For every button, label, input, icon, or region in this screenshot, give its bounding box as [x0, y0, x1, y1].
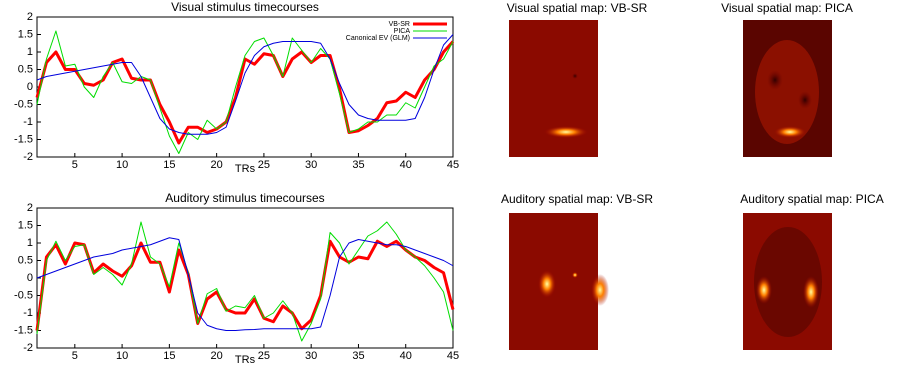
y-tick-label: 0 — [27, 81, 33, 93]
x-tick-label: 30 — [305, 159, 317, 171]
page: {"chart_data": [ {"type": "line", "title… — [0, 0, 899, 371]
y-tick-label: -2 — [23, 151, 33, 163]
y-tick-label: 2 — [27, 202, 33, 214]
series-line — [37, 238, 453, 331]
map-title: Auditory spatial map: VB-SR — [501, 192, 653, 206]
activation — [591, 274, 609, 306]
x-tick-label: 20 — [211, 350, 223, 362]
x-axis-label: TRs — [235, 354, 256, 366]
x-tick-label: 40 — [400, 350, 412, 362]
y-tick-label: -0.5 — [14, 289, 33, 301]
legend-label: PICA — [394, 28, 411, 35]
x-tick-label: 25 — [258, 350, 270, 362]
chart-title: Visual stimulus timecourses — [171, 0, 319, 14]
y-tick-label: -1 — [23, 116, 33, 128]
x-tick-label: 35 — [352, 350, 364, 362]
x-tick-label: 20 — [211, 159, 223, 171]
x-tick-label: 15 — [163, 159, 175, 171]
figure: Visual spatial map: VB-SR Visual spatial… — [0, 0, 899, 371]
y-tick-label: -0.5 — [14, 98, 33, 110]
x-tick-label: 25 — [258, 159, 270, 171]
x-tick-label: 10 — [116, 159, 128, 171]
y-tick-label: 1.5 — [18, 219, 33, 231]
activation — [798, 91, 812, 109]
map-title: Visual spatial map: PICA — [721, 1, 853, 15]
series-line — [37, 222, 453, 341]
map-title: Auditory spatial map: PICA — [740, 192, 883, 206]
activation — [572, 73, 578, 79]
map-title: Visual spatial map: VB-SR — [507, 1, 648, 15]
activation — [572, 272, 578, 278]
x-axis-label: TRs — [235, 163, 256, 175]
legend-label: VB-SR — [389, 21, 410, 28]
x-tick-label: 35 — [352, 159, 364, 171]
x-tick-label: 45 — [447, 159, 459, 171]
plot-frame — [37, 208, 453, 348]
y-tick-label: 1 — [27, 46, 33, 58]
series-line — [37, 241, 453, 330]
y-tick-label: 0.5 — [18, 254, 33, 266]
y-tick-label: -1.5 — [14, 324, 33, 336]
x-tick-label: 40 — [400, 159, 412, 171]
y-tick-label: 2 — [27, 11, 33, 23]
y-tick-label: -1.5 — [14, 133, 33, 145]
y-tick-label: 1 — [27, 237, 33, 249]
x-tick-label: 45 — [447, 350, 459, 362]
x-tick-label: 30 — [305, 350, 317, 362]
series-line — [37, 31, 453, 154]
y-tick-label: -2 — [23, 342, 33, 354]
x-tick-label: 15 — [163, 350, 175, 362]
activation — [774, 126, 806, 138]
x-tick-label: 5 — [72, 350, 78, 362]
legend-label: Canonical EV (GLM) — [346, 35, 410, 42]
activation — [544, 126, 588, 138]
y-tick-label: 0.5 — [18, 63, 33, 75]
y-tick-label: -1 — [23, 307, 33, 319]
x-tick-label: 10 — [116, 350, 128, 362]
activation — [803, 276, 819, 308]
activation — [538, 270, 556, 298]
activation — [767, 70, 783, 90]
x-tick-label: 5 — [72, 159, 78, 171]
y-tick-label: 0 — [27, 272, 33, 284]
activation — [756, 276, 772, 304]
chart-title: Auditory stimulus timecourses — [165, 191, 324, 205]
y-tick-label: 1.5 — [18, 28, 33, 40]
